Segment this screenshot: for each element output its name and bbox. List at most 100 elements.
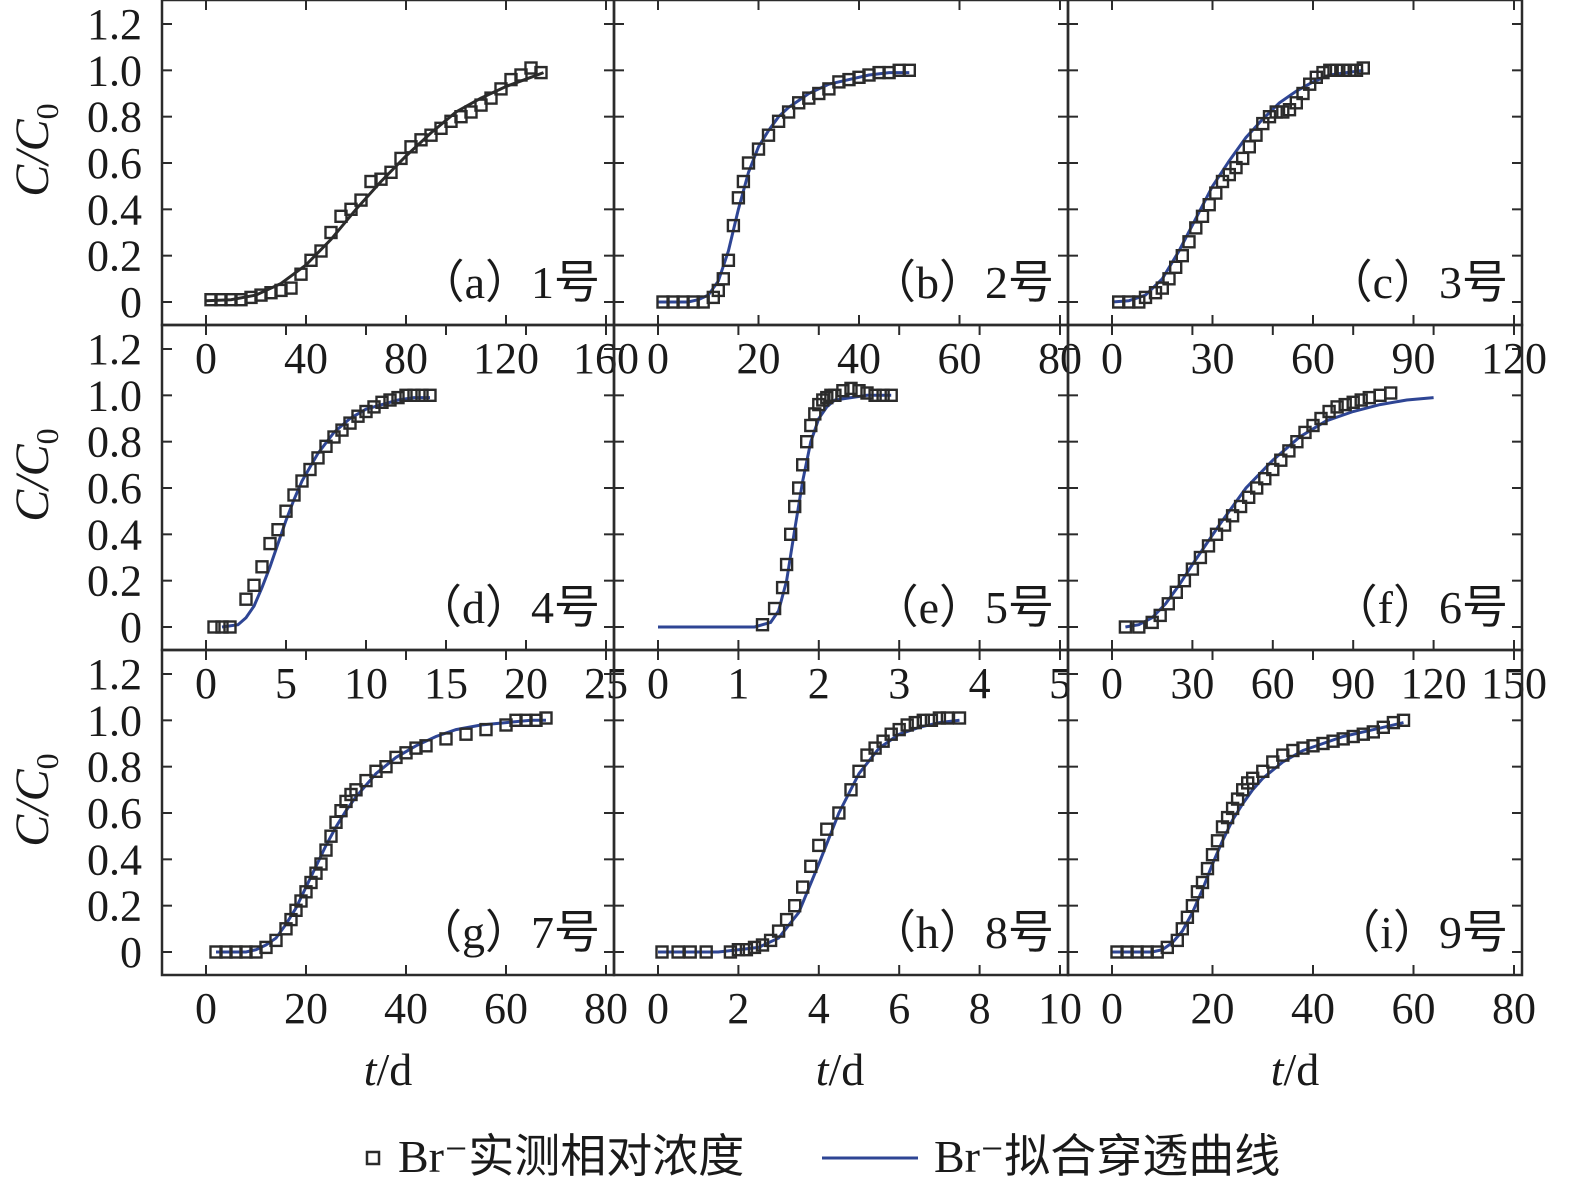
data-point xyxy=(494,82,508,96)
data-point xyxy=(716,272,730,286)
data-point xyxy=(1245,771,1260,785)
y-tick-label: 0.8 xyxy=(87,743,142,792)
data-point xyxy=(1160,940,1175,955)
y-tick-label: 0.4 xyxy=(87,510,142,559)
data-point xyxy=(1346,395,1360,409)
y-tick-label: 0.2 xyxy=(87,557,142,606)
x-tick-label: 120 xyxy=(1401,659,1467,708)
data-point xyxy=(383,393,397,407)
x-tick-label: 60 xyxy=(1251,659,1295,708)
x-tick-label: 60 xyxy=(938,334,982,383)
panel-label: （g）7号 xyxy=(416,907,600,958)
x-tick-label: 2 xyxy=(727,984,749,1033)
panel-label: （c）3号 xyxy=(1327,257,1508,308)
data-point xyxy=(1241,490,1256,504)
panel-label: （d）4号 xyxy=(416,582,600,633)
x-tick-label: 3 xyxy=(888,659,910,708)
data-point xyxy=(1210,834,1225,848)
data-point xyxy=(761,128,776,142)
data-point xyxy=(359,773,373,788)
data-point xyxy=(1258,472,1272,486)
y-tick-label: 1.0 xyxy=(87,46,142,95)
data-point xyxy=(726,218,741,233)
data-point xyxy=(1132,620,1146,634)
data-point xyxy=(1185,899,1200,913)
data-point xyxy=(781,105,796,119)
data-point xyxy=(876,734,890,748)
data-point xyxy=(394,151,408,166)
data-point xyxy=(1349,63,1364,78)
data-point xyxy=(1249,481,1264,495)
data-point xyxy=(423,388,437,402)
data-point xyxy=(908,715,922,730)
data-point xyxy=(723,945,738,959)
data-point xyxy=(255,560,269,574)
data-point xyxy=(779,912,794,927)
y-tick-label: 0 xyxy=(120,278,142,327)
data-point xyxy=(415,388,429,402)
data-point xyxy=(259,940,273,955)
data-point xyxy=(1215,174,1230,189)
data-point xyxy=(755,618,770,632)
y-tick-label: 1.2 xyxy=(87,650,142,699)
data-point xyxy=(808,407,822,421)
data-point xyxy=(860,748,874,762)
fit-curve xyxy=(1125,396,1434,629)
x-axis-label: t/d xyxy=(364,1044,413,1095)
y-tick-label: 0.4 xyxy=(87,835,142,884)
panel-label: （f）6号 xyxy=(1332,582,1508,633)
x-tick-label: 90 xyxy=(1331,659,1375,708)
data-point xyxy=(263,536,277,551)
data-point xyxy=(1330,400,1344,414)
data-point xyxy=(1233,499,1248,514)
data-point xyxy=(324,225,338,240)
x-tick-label: 30 xyxy=(1170,659,1214,708)
data-point xyxy=(303,462,317,477)
data-point xyxy=(319,843,333,857)
data-point xyxy=(343,416,357,430)
data-point xyxy=(721,253,736,268)
data-point xyxy=(1338,397,1352,412)
x-tick-label: 40 xyxy=(384,984,428,1033)
data-point xyxy=(775,580,790,595)
data-point xyxy=(1225,509,1240,523)
legend: Br⁻实测相对浓度 Br⁻拟合穿透曲线 xyxy=(365,1131,1280,1182)
data-point xyxy=(796,880,810,894)
y-tick-label: 0 xyxy=(120,928,142,977)
x-tick-label: 40 xyxy=(837,334,881,383)
x-tick-label: 80 xyxy=(1038,334,1082,383)
data-point xyxy=(655,945,669,959)
data-point xyxy=(514,68,528,82)
data-point xyxy=(1274,453,1288,467)
data-point xyxy=(1209,527,1224,541)
x-tick-label: 8 xyxy=(969,984,991,1033)
data-point xyxy=(1161,597,1176,611)
data-point xyxy=(1201,539,1216,553)
data-point xyxy=(271,523,285,537)
data-point xyxy=(683,945,697,959)
data-point xyxy=(1193,550,1208,565)
data-point xyxy=(868,741,882,755)
x-tick-label: 80 xyxy=(584,984,628,1033)
data-point xyxy=(1200,861,1215,876)
data-point xyxy=(215,620,229,634)
x-tick-label: 0 xyxy=(647,984,669,1033)
data-point xyxy=(279,504,293,518)
data-point xyxy=(771,924,786,938)
x-axis-label: t/d xyxy=(816,1044,865,1095)
data-point xyxy=(739,943,754,957)
panel-label: （h）8号 xyxy=(870,907,1054,958)
x-tick-label: 0 xyxy=(647,659,669,708)
data-point xyxy=(334,209,348,224)
data-point xyxy=(832,806,846,820)
data-point xyxy=(384,165,398,180)
data-point xyxy=(902,63,916,78)
data-point xyxy=(1182,235,1196,249)
y-axis-label: C/C0 xyxy=(6,428,65,521)
y-tick-label: 0.6 xyxy=(87,789,142,838)
panel-i: 0 20 40 60 80 （i）9号 xyxy=(1066,648,1536,1033)
data-point xyxy=(314,244,328,258)
data-point xyxy=(247,578,261,592)
